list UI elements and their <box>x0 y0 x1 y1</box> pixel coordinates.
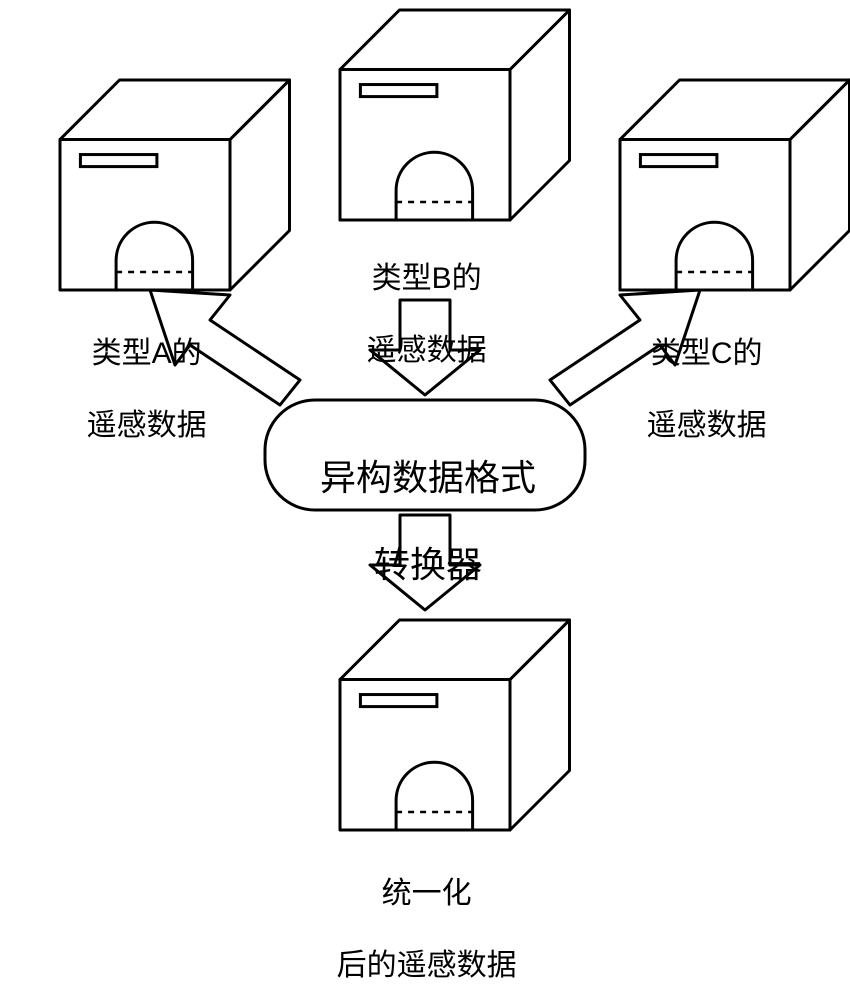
label-out-line1: 统一化 <box>382 877 472 910</box>
label-center: 异构数据格式 转换器 <box>300 413 536 586</box>
label-out-line2: 后的遥感数据 <box>337 949 517 982</box>
server-b <box>340 10 570 220</box>
label-center-line2: 转换器 <box>374 544 482 585</box>
label-c-line1: 类型C的 <box>651 337 763 370</box>
label-server-c: 类型C的 遥感数据 <box>630 300 767 444</box>
label-a-line1: 类型A的 <box>92 337 202 370</box>
label-server-b: 类型B的 遥感数据 <box>350 225 487 369</box>
server-out <box>340 620 570 830</box>
label-center-line1: 异构数据格式 <box>320 457 536 498</box>
server-c <box>620 80 850 290</box>
server-a <box>60 80 290 290</box>
label-a-line2: 遥感数据 <box>87 409 207 442</box>
label-server-a: 类型A的 遥感数据 <box>70 300 207 444</box>
label-c-line2: 遥感数据 <box>647 409 767 442</box>
label-b-line2: 遥感数据 <box>367 334 487 367</box>
label-b-line1: 类型B的 <box>372 262 482 295</box>
label-server-out: 统一化 后的遥感数据 <box>320 840 517 984</box>
